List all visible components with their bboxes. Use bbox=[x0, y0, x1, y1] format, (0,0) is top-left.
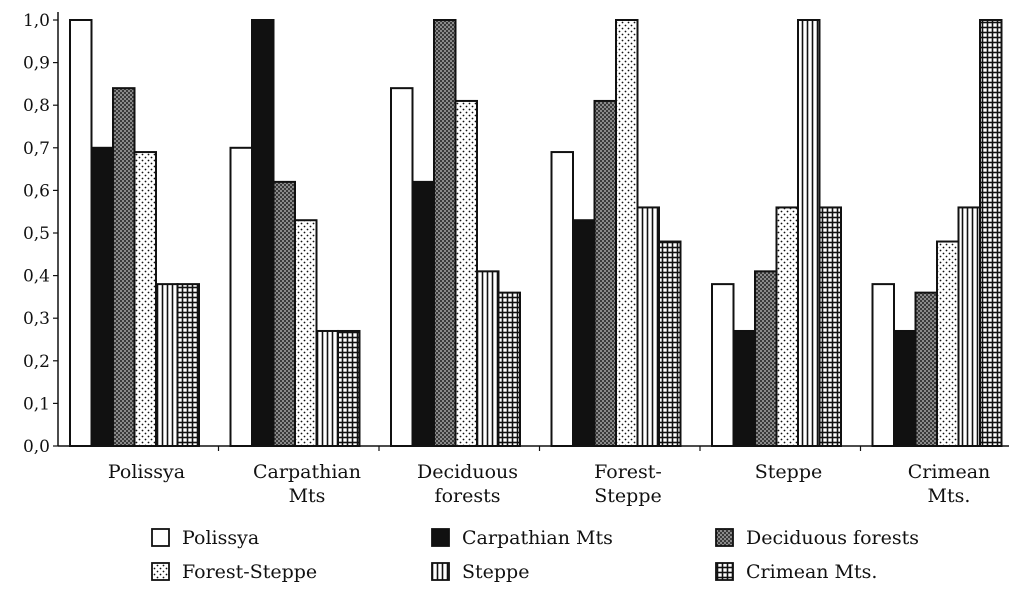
bar-deciduous-forests-4 bbox=[593, 99, 617, 447]
bar-deciduous-forests-3 bbox=[433, 19, 457, 447]
bar-crimean-mts--6 bbox=[979, 19, 1003, 447]
bar-forest-steppe-1 bbox=[133, 151, 157, 447]
bars bbox=[69, 19, 1003, 448]
category-label: Mts bbox=[289, 485, 326, 507]
bar-crimean-mts--4 bbox=[658, 240, 682, 447]
y-tick-label: 0,4 bbox=[23, 267, 50, 287]
category-label: Polissya bbox=[108, 461, 185, 483]
y-tick-label: 0,3 bbox=[23, 309, 50, 329]
bar-polissya-4 bbox=[550, 151, 574, 447]
legend-label: Carpathian Mts bbox=[462, 527, 613, 549]
bar-deciduous-forests-5 bbox=[754, 270, 778, 447]
legend-swatch bbox=[715, 562, 734, 581]
bar-polissya-6 bbox=[871, 283, 895, 447]
legend-label: Forest-Steppe bbox=[182, 561, 317, 583]
y-tick-label: 0,6 bbox=[23, 181, 50, 201]
legend-label: Deciduous forests bbox=[746, 527, 919, 549]
category-label: Mts. bbox=[928, 485, 971, 507]
category-label: Steppe bbox=[755, 461, 822, 483]
legend-swatch bbox=[151, 528, 170, 547]
y-tick-label: 0,1 bbox=[23, 394, 50, 414]
legend-swatch bbox=[715, 528, 734, 547]
bar-carpathian-mts-4 bbox=[572, 219, 596, 447]
legend-label: Steppe bbox=[462, 561, 529, 583]
bar-carpathian-mts-5 bbox=[732, 329, 756, 448]
bar-deciduous-forests-1 bbox=[112, 87, 136, 447]
bar-steppe-5 bbox=[797, 19, 821, 447]
category-label: Carpathian bbox=[253, 461, 361, 483]
category-label: Deciduous bbox=[417, 461, 518, 483]
bar-forest-steppe-2 bbox=[294, 219, 318, 447]
category-label: Steppe bbox=[594, 485, 661, 507]
bar-polissya-2 bbox=[229, 146, 253, 448]
bar-crimean-mts--2 bbox=[337, 329, 361, 448]
y-tick-label: 0,7 bbox=[23, 139, 50, 159]
bar-deciduous-forests-6 bbox=[914, 291, 938, 448]
bar-carpathian-mts-3 bbox=[411, 180, 435, 447]
bar-carpathian-mts-1 bbox=[90, 146, 114, 448]
bar-forest-steppe-4 bbox=[615, 19, 639, 447]
y-tick-label: 0,2 bbox=[23, 352, 50, 372]
bar-forest-steppe-5 bbox=[775, 206, 799, 447]
legend-label: Polissya bbox=[182, 527, 259, 549]
axes: 0,0 0,1 0,2 0,3 0,4 0,5 0,6 0,7 0,8 0,9 1,0 bbox=[23, 11, 1009, 457]
legend-swatch bbox=[151, 562, 170, 581]
y-tick-label: 0,9 bbox=[23, 54, 50, 74]
category-label: forests bbox=[435, 485, 501, 507]
bar-steppe-6 bbox=[957, 206, 981, 447]
bar-carpathian-mts-6 bbox=[893, 329, 917, 448]
category-label: Forest- bbox=[594, 461, 662, 483]
y-tick-label: 1,0 bbox=[23, 11, 50, 31]
legend: Polissya Carpathian Mts Deciduous forests F… bbox=[151, 527, 919, 583]
bar-forest-steppe-6 bbox=[936, 240, 960, 447]
bar-crimean-mts--5 bbox=[818, 206, 842, 447]
bar-polissya-5 bbox=[711, 283, 735, 447]
y-tick-label: 0,0 bbox=[23, 437, 50, 457]
bar-steppe-3 bbox=[476, 270, 500, 447]
bar-crimean-mts--3 bbox=[497, 291, 521, 448]
bar-carpathian-mts-2 bbox=[251, 19, 275, 447]
bar-steppe-1 bbox=[155, 283, 179, 447]
bar-crimean-mts--1 bbox=[176, 283, 200, 447]
bar-steppe-2 bbox=[315, 329, 339, 448]
bar-forest-steppe-3 bbox=[454, 99, 478, 447]
bar-polissya-3 bbox=[390, 87, 414, 447]
y-tick-label: 0,5 bbox=[23, 224, 50, 244]
bar-polissya-1 bbox=[69, 19, 93, 447]
y-tick-label: 0,8 bbox=[23, 96, 50, 116]
legend-swatch bbox=[431, 528, 450, 547]
bar-steppe-4 bbox=[636, 206, 660, 447]
bar-deciduous-forests-2 bbox=[272, 180, 296, 447]
legend-swatch bbox=[431, 562, 450, 581]
category-label: Crimean bbox=[908, 461, 991, 483]
legend-label: Crimean Mts. bbox=[746, 561, 877, 583]
